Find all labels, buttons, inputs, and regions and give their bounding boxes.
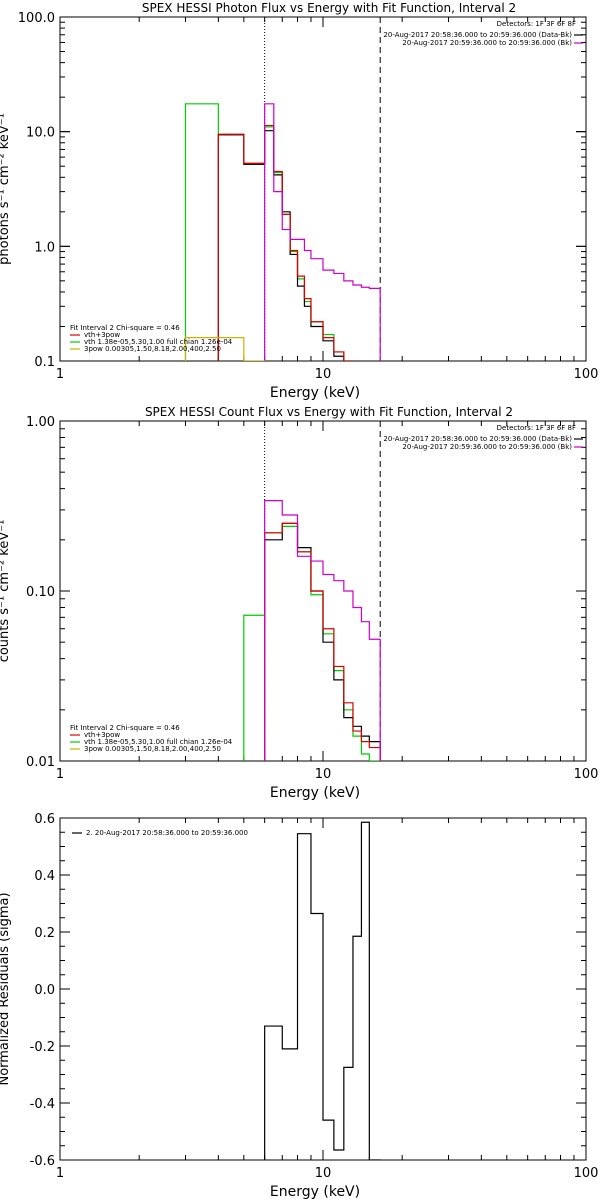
x-axis-label: Energy (keV) xyxy=(270,385,360,401)
legend-entry: 2. 20-Aug-2017 20:58:36.000 to 20:59:36.… xyxy=(86,829,248,837)
fit-legend-title: Fit Interval 2 Chi-square = 0.46 xyxy=(70,324,180,332)
series-line-4 xyxy=(264,500,381,761)
y-axis-label: photons s⁻¹ cm⁻² keV⁻¹ xyxy=(0,113,12,265)
y-axis-label: counts s⁻¹ cm⁻² keV⁻¹ xyxy=(0,520,12,663)
panel-3: 1 10 100 Energy (keV) -0.6 -0.4 -0.2 0.0 0.2 0.4 0… xyxy=(0,812,598,1200)
x-axis-label: Energy (keV) xyxy=(270,785,360,801)
fit-legend-entry: vth+3pow xyxy=(84,331,120,339)
y-tick-label: -0.4 xyxy=(30,1097,55,1112)
y-tick-label: -0.2 xyxy=(30,1040,55,1055)
y-tick-label: 0.2 xyxy=(34,926,55,941)
header-line: 20-Aug-2017 20:59:36.000 to 20:59:36.000… xyxy=(402,39,572,47)
y-axis-label: Normalized Residuals (sigma) xyxy=(0,892,12,1085)
fit-legend-entry: vth 1.38e-05,5.30,1.00 full chian 1.26e-… xyxy=(84,338,233,346)
y-tick-label: 0.10 xyxy=(26,585,55,600)
y-tick-label: -0.6 xyxy=(30,1154,55,1169)
x-tick-label: 10 xyxy=(315,767,332,782)
y-tick-label: 0.4 xyxy=(34,869,55,884)
x-tick-label: 100 xyxy=(574,367,599,382)
series-group xyxy=(184,103,381,361)
header-line: 20-Aug-2017 20:58:36.000 to 20:59:36.000… xyxy=(383,435,572,443)
series-line-1 xyxy=(264,821,381,1160)
plot-frame xyxy=(59,16,587,362)
series-line-3 xyxy=(217,124,354,361)
series-group xyxy=(264,821,381,1160)
series-group xyxy=(243,500,381,761)
detectors-label: Detectors: 1F 3F 6F 8F xyxy=(497,20,576,28)
y-tick-label: 10.0 xyxy=(26,126,55,141)
fit-legend-entry: vth 1.38e-05,5.30,1.00 full chian 1.26e-… xyxy=(84,738,233,746)
x-tick-label: 1 xyxy=(56,367,64,382)
x-tick-label: 10 xyxy=(315,1166,332,1181)
chart-title: SPEX HESSI Count Flux vs Energy with Fit… xyxy=(145,405,513,419)
y-tick-label: 0.01 xyxy=(26,755,55,770)
x-axis-label: Energy (keV) xyxy=(270,1184,360,1200)
y-tick-label: 1.0 xyxy=(34,240,55,255)
panel-1: SPEX HESSI Photon Flux vs Energy with Fi… xyxy=(0,1,598,401)
fit-legend-entry: vth+3pow xyxy=(84,731,120,739)
y-tick-label: 0.0 xyxy=(34,983,55,998)
fit-legend-title: Fit Interval 2 Chi-square = 0.46 xyxy=(70,724,180,732)
panel-2: SPEX HESSI Count Flux vs Energy with Fit… xyxy=(0,405,598,801)
x-tick-label: 10 xyxy=(315,367,332,382)
detectors-label: Detectors: 1F 3F 6F 8F xyxy=(497,424,576,432)
y-tick-label: 0.1 xyxy=(34,355,55,370)
y-tick-label: 1.00 xyxy=(26,415,55,430)
x-tick-label: 1 xyxy=(56,1166,64,1181)
series-line-5 xyxy=(184,336,266,361)
x-tick-label: 100 xyxy=(574,767,599,782)
chart-title: SPEX HESSI Photon Flux vs Energy with Fi… xyxy=(142,1,516,15)
series-line-1 xyxy=(184,103,354,361)
fit-legend-entry: 3pow 0.00305,1.50,8.18,2.00,400,2.50 xyxy=(84,745,221,753)
fit-legend-entry: 3pow 0.00305,1.50,8.18,2.00,400,2.50 xyxy=(84,345,221,353)
header-line: 20-Aug-2017 20:58:36.000 to 20:59:36.000… xyxy=(383,31,572,39)
y-tick-label: 100.0 xyxy=(18,11,55,26)
x-tick-label: 100 xyxy=(574,1166,599,1181)
series-line-3 xyxy=(264,522,381,761)
x-tick-label: 1 xyxy=(56,767,64,782)
y-tick-label: 0.6 xyxy=(34,812,55,827)
series-line-4 xyxy=(264,103,381,361)
header-line: 20-Aug-2017 20:59:36.000 to 20:59:36.000… xyxy=(402,443,572,451)
